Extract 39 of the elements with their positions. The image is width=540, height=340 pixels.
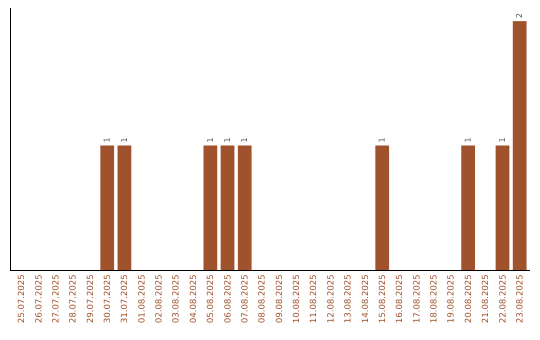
x-tick-label: 31.07.2025	[120, 274, 130, 324]
x-tick-label: 22.08.2025	[498, 274, 508, 324]
x-tick-label: 18.08.2025	[430, 274, 440, 324]
x-tick-label: 27.07.2025	[51, 274, 62, 324]
x-tick-label: 12.08.2025	[326, 274, 336, 324]
x-tick-label: 07.08.2025	[240, 274, 250, 324]
x-tick-label: 30.07.2025	[103, 274, 113, 324]
data-label: 1	[498, 137, 508, 143]
x-tick-label: 13.08.2025	[344, 274, 354, 324]
x-tick-label: 04.08.2025	[188, 274, 199, 324]
x-tick-label: 19.08.2025	[446, 274, 457, 324]
x-tick-label: 15.08.2025	[378, 274, 388, 324]
x-tick-label: 23.08.2025	[515, 274, 526, 324]
data-label: 1	[223, 137, 232, 143]
x-tick-label: 17.08.2025	[412, 274, 422, 324]
x-tick-label: 16.08.2025	[395, 274, 406, 324]
x-tick-label: 29.07.2025	[86, 274, 96, 324]
x-tick-label: 25.07.2025	[17, 274, 28, 324]
x-tick-label: 11.08.2025	[309, 274, 320, 324]
x-tick-label: 08.08.2025	[258, 274, 268, 324]
x-tick-label: 28.07.2025	[68, 274, 79, 324]
x-tick-label: 20.08.2025	[464, 274, 474, 324]
data-label: 1	[378, 137, 387, 143]
data-label: 1	[240, 137, 250, 143]
data-label: 1	[206, 137, 215, 143]
x-tick-label: 02.08.2025	[154, 274, 165, 324]
x-tick-label: 14.08.2025	[360, 274, 371, 324]
x-tick-label: 06.08.2025	[223, 274, 234, 324]
data-label: 1	[464, 137, 473, 143]
x-tick-label: 01.08.2025	[137, 274, 148, 324]
x-tick-label: 03.08.2025	[172, 274, 182, 324]
x-tick-label: 05.08.2025	[206, 274, 216, 324]
x-tick-label: 10.08.2025	[292, 274, 302, 324]
x-tick-label: 21.08.2025	[481, 274, 492, 324]
x-tick-label: 26.07.2025	[34, 274, 44, 324]
x-tick-label: 09.08.2025	[274, 274, 285, 324]
data-label: 1	[120, 137, 129, 143]
data-label: 1	[102, 137, 112, 143]
data-label: 2	[515, 13, 524, 18]
